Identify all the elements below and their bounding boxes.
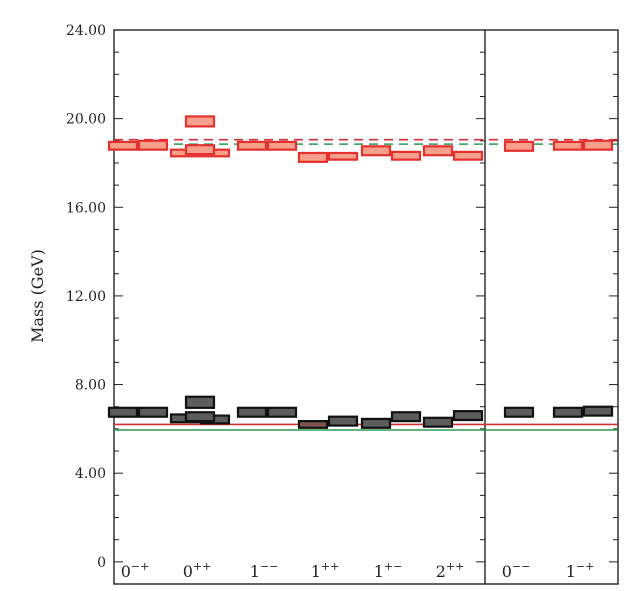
ground-state-box: [107, 406, 139, 418]
excited-state-box: [297, 151, 329, 163]
ground-state-box: [452, 410, 484, 422]
y-tick-label: 0: [97, 555, 106, 571]
ground-state-box: [327, 415, 359, 427]
y-tick-label: 24.00: [66, 23, 106, 39]
excited-state-box: [390, 150, 422, 161]
excited-state-box: [582, 139, 614, 151]
x-tick-label: 0++: [183, 560, 212, 581]
excited-state-box: [184, 115, 216, 128]
ground-state-box: [360, 417, 392, 429]
x-tick-label: 1−−: [250, 560, 279, 581]
y-tick-label: 16.00: [66, 200, 106, 216]
mass-boxes: [107, 115, 614, 429]
ground-state-box: [390, 411, 422, 423]
plot-frame: [113, 29, 619, 585]
excited-state-box: [137, 139, 169, 151]
ground-state-box: [297, 420, 329, 429]
excited-state-box: [552, 140, 584, 151]
x-axis-labels: 0−+ 0++ 1−− 1++ 1+− 2++ 0−− 1−+: [121, 560, 595, 581]
excited-state-box: [236, 140, 268, 151]
y-axis: 0 4.00 8.00 12.00 16.00 20.00 24.00: [66, 23, 618, 571]
ground-state-box: [503, 406, 535, 418]
ground-state-box: [137, 406, 169, 418]
excited-state-box: [360, 145, 392, 157]
reference-lines: [114, 138, 618, 431]
ground-state-box: [422, 416, 454, 428]
excited-state-box: [452, 150, 484, 161]
x-tick-label: 1++: [311, 560, 340, 581]
x-tick-label: 1−+: [566, 560, 595, 581]
ground-state-box: [552, 406, 584, 418]
x-tick-label: 0−+: [121, 560, 150, 581]
y-tick-label: 12.00: [66, 289, 106, 305]
y-tick-label: 20.00: [66, 112, 106, 128]
ground-state-box: [184, 411, 216, 423]
x-tick-label: 0−−: [502, 560, 531, 581]
y-tick-label: 8.00: [75, 378, 106, 394]
x-tick-label: 1+−: [374, 560, 403, 581]
ground-state-box: [236, 406, 268, 418]
y-axis-label: Mass (GeV): [28, 249, 47, 343]
ground-state-box: [266, 406, 298, 418]
ground-state-box: [582, 405, 614, 417]
ground-state-box: [184, 395, 216, 409]
excited-state-box: [422, 145, 454, 157]
excited-state-box: [503, 140, 535, 152]
x-tick-label: 2++: [436, 560, 465, 581]
excited-state-box: [184, 144, 216, 156]
y-tick-label: 4.00: [75, 466, 106, 482]
excited-state-box: [107, 140, 139, 151]
excited-state-box: [327, 151, 359, 161]
excited-state-box: [266, 140, 298, 151]
plot-border: [113, 29, 619, 585]
